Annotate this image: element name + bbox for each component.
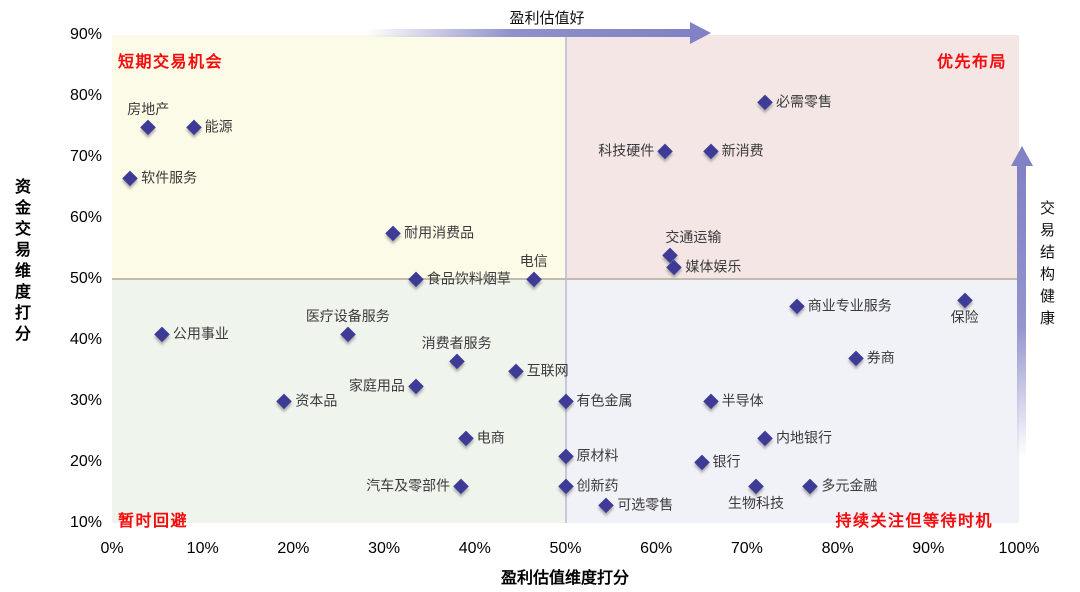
data-point-label: 必需零售 [776,93,833,110]
data-point-label: 家庭用品 [348,377,405,394]
quadrant-label-wait: 持续关注但等待时机 [835,513,993,530]
y-tick-label: 60% [69,209,102,226]
y-tick-label: 80% [69,87,102,104]
x-tick-label: 0% [100,540,124,557]
data-point-label: 互联网 [526,362,569,378]
quadrant-bottom-right-area [565,279,1019,523]
data-point-label: 半导体 [721,392,764,409]
y-tick-label: 50% [69,270,102,287]
data-point-label: 消费者服务 [421,335,492,352]
right-arrow-caption: 交易结构健康 [1038,200,1055,332]
data-point-label: 可选零售 [617,496,674,513]
y-tick-label: 40% [69,331,102,348]
data-point-label: 多元金融 [821,477,878,494]
right-pointing-arrow-head-icon [690,22,711,44]
horizontal-midline [112,278,1019,280]
x-tick-label: 20% [277,540,310,557]
data-point-label: 原材料 [576,447,619,464]
data-point-label: 公用事业 [172,325,229,342]
data-point-label: 生物科技 [727,495,784,512]
x-tick-label: 100% [998,540,1040,557]
data-point-label: 科技硬件 [598,142,655,159]
up-pointing-arrow-head-icon [1010,146,1033,166]
x-tick-label: 30% [368,540,401,557]
data-point-label: 汽车及零部件 [366,477,451,494]
quadrant-label-short-term: 短期交易机会 [118,54,224,71]
y-axis-title: 资金交易维度打分 [12,178,29,346]
data-point-label: 新消费 [721,142,764,159]
quadrant-top-right-area [565,35,1019,279]
data-point-label: 媒体娱乐 [685,258,742,275]
y-tick-label: 90% [69,26,102,43]
data-point-label: 软件服务 [141,169,198,186]
data-point-label: 电信 [519,253,548,269]
data-point-label: 电商 [476,429,505,446]
data-point-label: 耐用消费品 [404,224,475,241]
x-tick-label: 80% [821,540,854,557]
x-axis-title: 盈利估值维度打分 [500,570,630,587]
y-tick-label: 70% [69,148,102,165]
data-point-label: 创新药 [576,477,619,494]
y-tick-label: 10% [69,514,102,531]
data-point-label: 券商 [866,349,895,366]
data-point-label: 食品饮料烟草 [426,270,511,287]
y-tick-label: 30% [69,392,102,409]
quadrant-label-avoid: 暂时回避 [118,513,189,530]
x-tick-label: 40% [458,540,491,557]
x-tick-label: 10% [186,540,219,557]
quadrant-bottom-left-area [112,279,566,523]
x-tick-label: 60% [640,540,673,557]
x-tick-label: 70% [730,540,763,557]
data-point-label: 有色金属 [576,392,633,409]
y-tick-label: 20% [69,453,102,470]
data-point-label: 商业专业服务 [807,297,892,314]
data-point-label: 银行 [712,453,741,470]
up-pointing-arrow-shaft [1017,165,1026,457]
data-point-label: 能源 [204,118,233,134]
data-point-label: 内地银行 [776,429,833,446]
data-point-label: 房地产 [127,100,170,117]
data-point-label: 交通运输 [665,228,722,245]
data-point-label: 资本品 [295,392,338,409]
top-arrow-caption: 盈利估值好 [509,10,585,27]
data-point-label: 医疗设备服务 [305,307,390,324]
data-point-label: 保险 [950,309,979,326]
quadrant-top-left-area [112,35,566,279]
x-tick-label: 50% [549,540,582,557]
x-tick-label: 90% [912,540,945,557]
quadrant-label-priority: 优先布局 [936,54,1007,71]
right-pointing-arrow-shaft [366,29,691,37]
